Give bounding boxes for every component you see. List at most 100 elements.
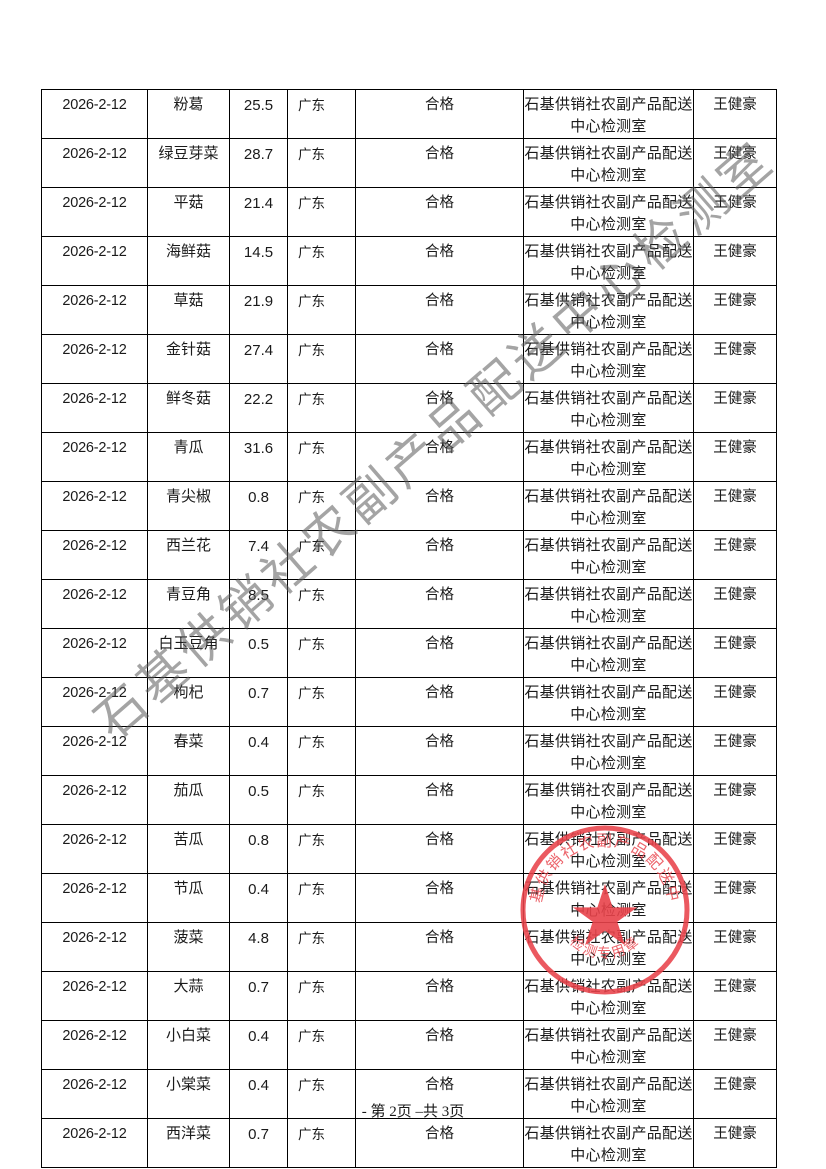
table-row: 2026-2-12 节瓜 0.4 广东 合格 石基供销社农副产品配送中心检测室 王健豪 [41, 873, 777, 923]
cell-result: 合格 [355, 628, 524, 678]
cell-lab: 石基供销社农副产品配送中心检测室 [523, 138, 694, 188]
cell-origin: 广东 [287, 138, 356, 188]
cell-origin-text: 广东 [298, 539, 325, 554]
cell-product: 粉葛 [147, 89, 230, 139]
cell-result: 合格 [355, 922, 524, 972]
cell-lab-text: 石基供销社农副产品配送中心检测室 [524, 979, 693, 1017]
cell-origin: 广东 [287, 628, 356, 678]
cell-product: 茄瓜 [147, 775, 230, 825]
cell-product: 西洋菜 [147, 1118, 230, 1168]
cell-result-text: 合格 [425, 146, 454, 162]
cell-product-text: 西兰花 [165, 538, 211, 554]
cell-value: 7.4 [229, 530, 288, 580]
cell-date-text: 2026-2-12 [62, 685, 127, 701]
cell-result-text: 合格 [425, 538, 454, 554]
cell-inspector-text: 王健豪 [713, 881, 757, 897]
cell-value: 0.4 [229, 1020, 288, 1070]
cell-inspector-text: 王健豪 [713, 587, 757, 603]
cell-origin-text: 广东 [298, 980, 325, 995]
cell-value: 0.7 [229, 1118, 288, 1168]
cell-origin-text: 广东 [298, 931, 325, 946]
cell-date: 2026-2-12 [41, 677, 148, 727]
table-row: 2026-2-12 平菇 21.4 广东 合格 石基供销社农副产品配送中心检测室 王健豪 [41, 187, 777, 237]
cell-origin-text: 广东 [298, 1078, 325, 1093]
cell-lab-text: 石基供销社农副产品配送中心检测室 [524, 587, 693, 625]
inspection-table-body: 2026-2-12 粉葛 25.5 广东 合格 石基供销社农副产品配送中心检测室 王健豪 20… [41, 89, 777, 1168]
cell-date: 2026-2-12 [41, 432, 148, 482]
cell-date-text: 2026-2-12 [62, 587, 127, 603]
cell-date: 2026-2-12 [41, 726, 148, 776]
cell-inspector: 王健豪 [693, 187, 777, 237]
cell-date-text: 2026-2-12 [62, 636, 127, 652]
cell-inspector-text: 王健豪 [713, 783, 757, 799]
cell-value: 0.7 [229, 677, 288, 727]
cell-origin: 广东 [287, 383, 356, 433]
cell-result-text: 合格 [425, 244, 454, 260]
cell-product: 鲜冬菇 [147, 383, 230, 433]
cell-origin-text: 广东 [298, 882, 325, 897]
cell-inspector-text: 王健豪 [713, 1126, 757, 1142]
cell-origin: 广东 [287, 775, 356, 825]
cell-lab: 石基供销社农副产品配送中心检测室 [523, 89, 694, 139]
cell-product: 青豆角 [147, 579, 230, 629]
cell-date-text: 2026-2-12 [62, 391, 127, 407]
cell-value-text: 0.8 [248, 489, 269, 506]
cell-date: 2026-2-12 [41, 530, 148, 580]
cell-lab-text: 石基供销社农副产品配送中心检测室 [524, 97, 693, 135]
cell-result-text: 合格 [425, 881, 454, 897]
cell-inspector-text: 王健豪 [713, 685, 757, 701]
cell-lab: 石基供销社农副产品配送中心检测室 [523, 187, 694, 237]
table-row: 2026-2-12 春菜 0.4 广东 合格 石基供销社农副产品配送中心检测室 王健豪 [41, 726, 777, 776]
cell-origin: 广东 [287, 1118, 356, 1168]
cell-inspector: 王健豪 [693, 726, 777, 776]
cell-result: 合格 [355, 1020, 524, 1070]
cell-date: 2026-2-12 [41, 383, 148, 433]
cell-date: 2026-2-12 [41, 1069, 148, 1119]
cell-date-text: 2026-2-12 [62, 97, 127, 113]
cell-inspector-text: 王健豪 [713, 146, 757, 162]
cell-product-text: 枸杞 [173, 685, 204, 701]
cell-lab: 石基供销社农副产品配送中心检测室 [523, 971, 694, 1021]
table-row: 2026-2-12 绿豆芽菜 28.7 广东 合格 石基供销社农副产品配送中心检测室 王健豪 [41, 138, 777, 188]
page-number-label: - 第 2页 –共 3页 [361, 1104, 465, 1120]
cell-value: 25.5 [229, 89, 288, 139]
cell-date: 2026-2-12 [41, 236, 148, 286]
cell-origin-text: 广东 [298, 392, 325, 407]
cell-lab-text: 石基供销社农副产品配送中心检测室 [524, 832, 693, 870]
cell-value: 0.5 [229, 775, 288, 825]
cell-origin: 广东 [287, 530, 356, 580]
cell-date-text: 2026-2-12 [62, 146, 127, 162]
cell-product-text: 青豆角 [165, 587, 211, 603]
cell-inspector: 王健豪 [693, 530, 777, 580]
cell-origin: 广东 [287, 922, 356, 972]
table-row: 2026-2-12 草菇 21.9 广东 合格 石基供销社农副产品配送中心检测室 王健豪 [41, 285, 777, 335]
inspection-table-wrapper: 2026-2-12 粉葛 25.5 广东 合格 石基供销社农副产品配送中心检测室 王健豪 20… [41, 89, 777, 1168]
cell-origin: 广东 [287, 432, 356, 482]
cell-product: 白玉豆角 [147, 628, 230, 678]
cell-value: 14.5 [229, 236, 288, 286]
cell-product-text: 菠菜 [173, 930, 204, 946]
cell-value: 0.8 [229, 481, 288, 531]
cell-inspector: 王健豪 [693, 873, 777, 923]
cell-result-text: 合格 [425, 342, 454, 358]
cell-lab: 石基供销社农副产品配送中心检测室 [523, 383, 694, 433]
cell-date-text: 2026-2-12 [62, 930, 127, 946]
cell-value: 0.4 [229, 726, 288, 776]
cell-inspector-text: 王健豪 [713, 489, 757, 505]
cell-origin-text: 广东 [298, 196, 325, 211]
cell-lab: 石基供销社农副产品配送中心检测室 [523, 579, 694, 629]
cell-value-text: 0.5 [248, 783, 269, 800]
cell-result-text: 合格 [425, 783, 454, 799]
cell-value: 0.4 [229, 873, 288, 923]
cell-result-text: 合格 [425, 293, 454, 309]
table-row: 2026-2-12 菠菜 4.8 广东 合格 石基供销社农副产品配送中心检测室 王健豪 [41, 922, 777, 972]
cell-origin: 广东 [287, 726, 356, 776]
cell-product-text: 大蒜 [173, 979, 204, 995]
cell-product: 海鲜菇 [147, 236, 230, 286]
cell-value: 0.5 [229, 628, 288, 678]
cell-date: 2026-2-12 [41, 873, 148, 923]
cell-inspector: 王健豪 [693, 236, 777, 286]
cell-lab-text: 石基供销社农副产品配送中心检测室 [524, 440, 693, 478]
cell-origin: 广东 [287, 873, 356, 923]
